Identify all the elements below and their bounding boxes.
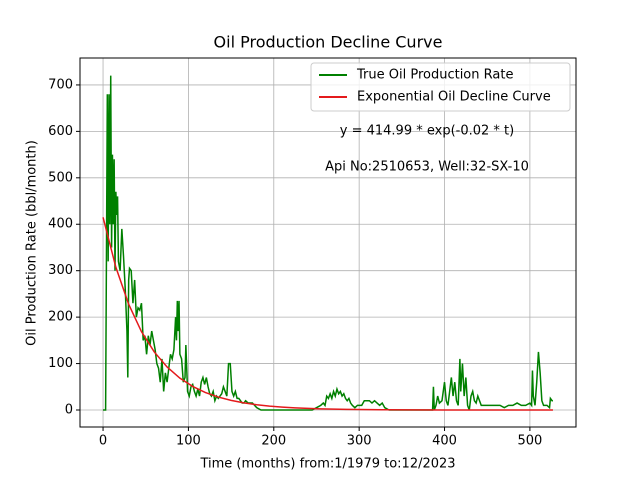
x-axis-label: Time (months) from:1/1979 to:12/2023 (199, 457, 455, 472)
series-line (102, 217, 553, 411)
x-tick-label: 200 (261, 434, 286, 449)
y-tick-label: 500 (48, 170, 73, 185)
y-axis-label: Oil Production Rate (bbl/month) (25, 140, 40, 346)
y-tick-label: 400 (48, 217, 73, 232)
chart-title: Oil Production Decline Curve (214, 33, 443, 52)
y-tick-label: 700 (48, 77, 73, 92)
series-line (103, 75, 553, 411)
well-annotation: Api No:2510653, Well:32-SX-10 (325, 160, 529, 175)
x-tick-label: 400 (432, 434, 457, 449)
y-tick-label: 100 (48, 356, 73, 371)
y-tick-label: 200 (48, 310, 73, 325)
x-tick-label: 500 (517, 434, 542, 449)
x-tick-label: 300 (347, 434, 372, 449)
legend-box (310, 62, 571, 112)
equation-annotation: y = 414.99 * exp(-0.02 * t) (340, 124, 514, 139)
y-tick-label: 0 (65, 403, 73, 418)
y-tick-label: 300 (48, 263, 73, 278)
legend-label: Exponential Oil Decline Curve (357, 90, 551, 105)
x-tick-label: 100 (176, 434, 201, 449)
y-tick-label: 600 (48, 124, 73, 139)
legend-label: True Oil Production Rate (356, 68, 513, 83)
axes-frame (79, 57, 577, 428)
plot-area (80, 58, 576, 427)
x-tick-label: 0 (99, 434, 107, 449)
